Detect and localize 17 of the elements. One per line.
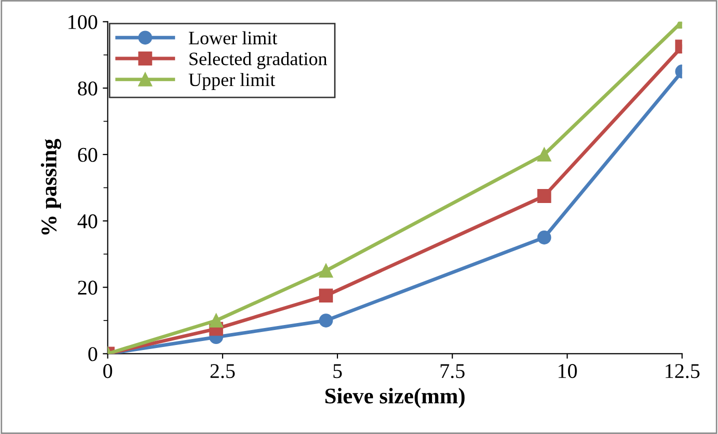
x-axis-title: Sieve size(mm) — [325, 388, 465, 408]
y-tick-label: 80 — [78, 81, 98, 96]
y-tick-label: 60 — [78, 148, 98, 162]
x-tick-label: 7.5 — [440, 364, 465, 378]
legend-label: Selected gradation — [190, 52, 328, 70]
y-tick-label: 100 — [68, 15, 98, 30]
x-tick-label: 10 — [558, 364, 577, 378]
y-tick-label: 40 — [78, 214, 98, 228]
x-tick-label: 0 — [103, 364, 112, 378]
x-tick-label: 2.5 — [210, 364, 235, 378]
y-tick-label: 20 — [78, 280, 98, 295]
y-tick-label: 0 — [88, 347, 98, 362]
y-axis-title: % passing — [40, 138, 62, 235]
x-tick-label: 5 — [333, 364, 342, 378]
legend-label: Lower limit — [188, 31, 278, 44]
legend-label: Upper limit — [188, 72, 276, 90]
x-tick-label: 12.5 — [666, 364, 700, 378]
